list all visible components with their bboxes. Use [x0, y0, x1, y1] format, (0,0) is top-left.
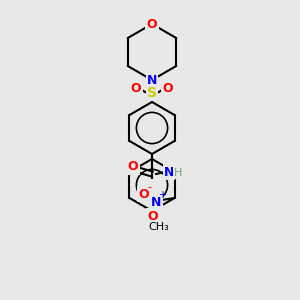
Text: O: O — [128, 160, 138, 173]
Text: -: - — [148, 182, 152, 192]
Text: H: H — [174, 168, 182, 178]
Text: O: O — [147, 209, 158, 223]
Text: N: N — [147, 74, 157, 86]
Text: O: O — [163, 82, 173, 95]
Text: O: O — [147, 17, 157, 31]
Text: S: S — [147, 86, 157, 100]
Text: N: N — [151, 196, 162, 209]
Text: +: + — [158, 190, 166, 200]
Text: CH₃: CH₃ — [148, 222, 170, 232]
Text: O: O — [138, 188, 149, 200]
Text: O: O — [131, 82, 141, 95]
Text: N: N — [164, 166, 174, 178]
